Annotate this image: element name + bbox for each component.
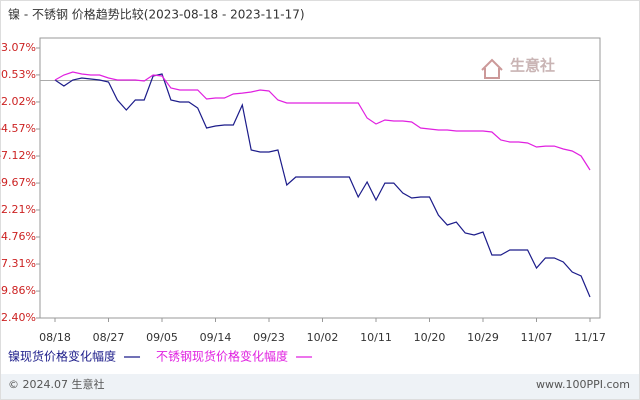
watermark-logo bbox=[481, 58, 503, 79]
y-tick-label: -14.76% bbox=[0, 230, 36, 243]
legend-label: 不锈钢现货价格变化幅度 bbox=[156, 349, 288, 364]
x-tick-label: 11/17 bbox=[574, 331, 606, 344]
y-tick-label: -22.40% bbox=[0, 311, 36, 324]
y-tick-label: -7.12% bbox=[0, 149, 36, 162]
y-tick-label: 3.07% bbox=[1, 41, 36, 54]
x-tick-label: 08/27 bbox=[93, 331, 125, 344]
y-tick-label: -12.21% bbox=[0, 203, 36, 216]
x-tick-label: 09/23 bbox=[253, 331, 285, 344]
y-tick-label: -9.67% bbox=[0, 176, 36, 189]
plot-frame bbox=[39, 37, 601, 319]
footer-website: www.100PPI.com bbox=[536, 378, 630, 391]
x-tick-label: 10/02 bbox=[307, 331, 339, 344]
chart-title: 镍 - 不锈钢 价格趋势比较(2023-08-18 - 2023-11-17) bbox=[8, 7, 305, 22]
series-line bbox=[54, 71, 591, 171]
watermark: 生意社 bbox=[510, 57, 555, 75]
y-tick-label: -4.57% bbox=[0, 122, 36, 135]
y-tick-label: -19.86% bbox=[0, 284, 36, 297]
x-tick-label: 10/11 bbox=[360, 331, 392, 344]
legend-label: 镍现货价格变化幅度 bbox=[8, 349, 116, 364]
series-line bbox=[54, 73, 591, 298]
footer-band bbox=[1, 374, 639, 399]
x-tick-label: 09/05 bbox=[146, 331, 178, 344]
x-tick-label: 11/07 bbox=[521, 331, 553, 344]
y-tick-label: -2.02% bbox=[0, 95, 36, 108]
footer-copyright: © 2024.07 生意社 bbox=[8, 377, 104, 391]
x-tick-label: 09/14 bbox=[200, 331, 232, 344]
x-tick-label: 08/18 bbox=[39, 331, 71, 344]
y-tick-label: 0.53% bbox=[1, 68, 36, 81]
x-tick-label: 10/20 bbox=[414, 331, 446, 344]
x-tick-label: 10/29 bbox=[467, 331, 499, 344]
y-tick-label: -17.31% bbox=[0, 257, 36, 270]
